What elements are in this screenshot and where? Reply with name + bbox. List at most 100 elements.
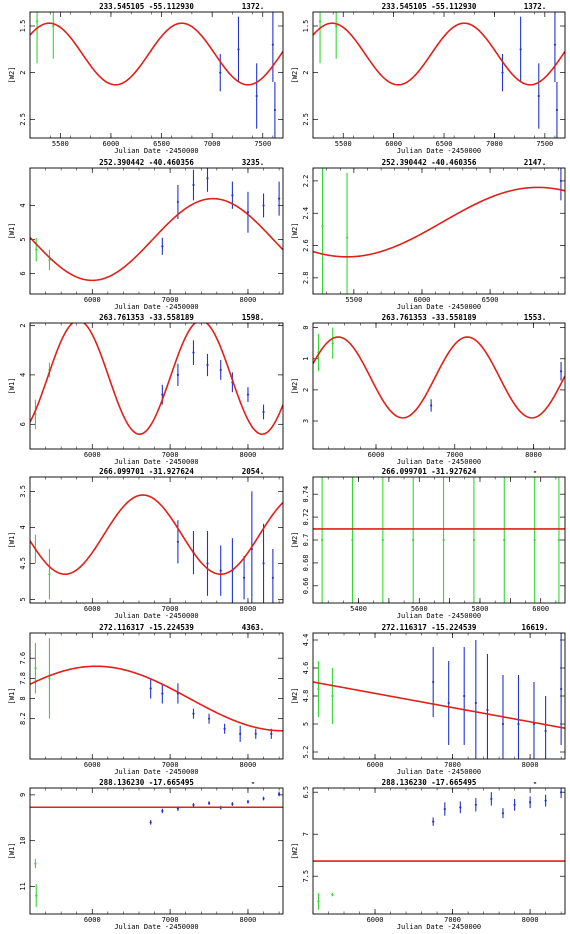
blue-data-point xyxy=(149,687,152,690)
x-tick-label: 6000 xyxy=(385,140,402,148)
y-axis-label: [W2] xyxy=(291,223,299,240)
green-data-point xyxy=(472,538,476,542)
plot-frame xyxy=(29,476,284,604)
x-axis-label: Julian Date -2450000 xyxy=(397,458,481,466)
panel-title-count: - xyxy=(251,778,256,787)
y-axis-label: [W2] xyxy=(291,688,299,705)
y-tick-label: 11 xyxy=(19,882,27,890)
chart-panel-11: 288.136230 -17.665495 - 6000 7000 8000 9 10 11 J… xyxy=(8,778,284,931)
blue-data-point xyxy=(176,540,180,543)
green-data-point xyxy=(48,573,51,576)
chart-panel-1: 233.545105 -55.112930 1372. 5500 6000 6500 70… xyxy=(8,2,284,155)
plot-frame xyxy=(29,11,284,139)
x-tick-label: 5500 xyxy=(335,140,352,148)
chart-panel-9: 272.116317 -15.224539 4363. 6000 7000 8000 7.… xyxy=(8,623,284,776)
blue-data-point xyxy=(206,562,209,565)
x-tick-label: 6000 xyxy=(103,140,120,148)
blue-data-point xyxy=(273,108,277,112)
chart-panel-3: 252.390442 -40.460356 3235. 6000 7000 8000 4 5… xyxy=(8,158,284,311)
y-tick-label: 3 xyxy=(302,419,310,423)
y-tick-label: 2.2 xyxy=(302,175,310,188)
plot-area xyxy=(30,323,283,435)
panel-title-count: 1553. xyxy=(524,313,547,322)
x-axis-label: Julian Date -2450000 xyxy=(397,303,481,311)
panel-title: 263.761353 -33.558189 1598. xyxy=(99,313,264,322)
x-tick-label: 8000 xyxy=(240,605,257,613)
plot-frame xyxy=(29,167,284,295)
x-tick-label: 7000 xyxy=(162,296,179,304)
blue-data-point xyxy=(459,806,462,809)
green-data-point xyxy=(318,20,322,23)
x-tick-label: 5500 xyxy=(52,140,69,148)
y-tick-label: 2.6 xyxy=(302,239,310,252)
y-tick-label: 0.68 xyxy=(302,554,310,571)
blue-data-point xyxy=(219,368,222,372)
blue-data-point xyxy=(206,177,209,180)
x-tick-label: 5800 xyxy=(472,605,489,613)
blue-data-point xyxy=(239,732,242,735)
blue-data-point xyxy=(149,821,152,824)
blue-data-point xyxy=(206,363,209,367)
blue-data-point xyxy=(560,791,563,794)
x-tick-label: 8000 xyxy=(240,916,257,924)
y-tick-label: 6 xyxy=(19,271,27,275)
x-axis-label: Julian Date -2450000 xyxy=(397,612,481,620)
blue-data-point xyxy=(246,393,250,396)
model-curve xyxy=(30,494,283,576)
panel-title-coordinates: 266.099701 -31.927624 xyxy=(99,467,194,476)
chart-panel-7: 266.099701 -31.927624 2054. 6000 7000 8000 3.… xyxy=(8,467,284,620)
plot-frame xyxy=(312,787,566,915)
x-tick-label: 6000 xyxy=(532,605,549,613)
plot-area xyxy=(30,638,283,742)
y-axis-label: [W2] xyxy=(291,378,299,395)
green-data-point xyxy=(533,538,536,542)
blue-data-point xyxy=(262,410,265,414)
blue-data-point xyxy=(246,800,250,803)
panel-title-coordinates: 252.390442 -40.460356 xyxy=(382,158,477,167)
panel-title: 266.099701 -31.927624 - xyxy=(382,467,538,476)
x-tick-label: 6500 xyxy=(436,140,453,148)
blue-data-point xyxy=(501,722,505,726)
blue-data-point xyxy=(271,576,274,579)
panel-title-coordinates: 288.136230 -17.665495 xyxy=(99,778,194,787)
x-tick-label: 7000 xyxy=(486,140,503,148)
x-tick-label: 7500 xyxy=(536,140,553,148)
plot-frame xyxy=(312,632,566,760)
blue-data-point xyxy=(242,576,246,579)
y-tick-label: 2 xyxy=(302,71,310,75)
plot-frame xyxy=(29,787,284,915)
panel-title: 263.761353 -33.558189 1553. xyxy=(382,313,547,322)
y-tick-label: 7 xyxy=(302,832,310,836)
plot-frame xyxy=(312,476,566,604)
x-tick-label: 8000 xyxy=(240,296,257,304)
blue-data-point xyxy=(501,71,504,74)
panel-title: 233.545105 -55.112930 1372. xyxy=(99,2,264,11)
blue-data-point xyxy=(262,562,265,565)
chart-panel-10: 272.116317 -15.224539 16619. 6000 7000 8000 4… xyxy=(291,623,566,776)
panel-title: 233.545105 -55.112930 1372. xyxy=(382,2,547,11)
blue-data-point xyxy=(231,802,234,806)
green-data-point xyxy=(48,258,51,262)
blue-data-point xyxy=(161,809,164,813)
green-data-point xyxy=(52,24,55,28)
blue-data-point xyxy=(192,183,195,187)
green-data-point xyxy=(34,667,37,670)
blue-data-point xyxy=(519,48,522,51)
x-axis-label: Julian Date -2450000 xyxy=(397,147,481,155)
panel-title-coordinates: 288.136230 -17.665495 xyxy=(382,778,477,787)
blue-data-point xyxy=(176,807,180,810)
panel-title-count: 1372. xyxy=(524,2,547,11)
panel-title-coordinates: 252.390442 -40.460356 xyxy=(99,158,194,167)
panel-title: 266.099701 -31.927624 2054. xyxy=(99,467,264,476)
green-data-point xyxy=(321,225,324,228)
chart-panel-2: 233.545105 -55.112930 1372. 5500 6000 6500 70… xyxy=(291,2,566,155)
green-data-point xyxy=(48,677,51,680)
green-data-point xyxy=(412,538,415,542)
green-data-point xyxy=(351,538,354,542)
x-tick-label: 6000 xyxy=(84,761,101,769)
x-axis-label: Julian Date -2450000 xyxy=(114,768,198,776)
y-axis-label: [W1] xyxy=(8,223,16,240)
y-tick-label: 8 xyxy=(19,696,27,700)
blue-data-point xyxy=(447,701,450,705)
panel-title-coordinates: 272.116317 -15.224539 xyxy=(382,623,477,632)
